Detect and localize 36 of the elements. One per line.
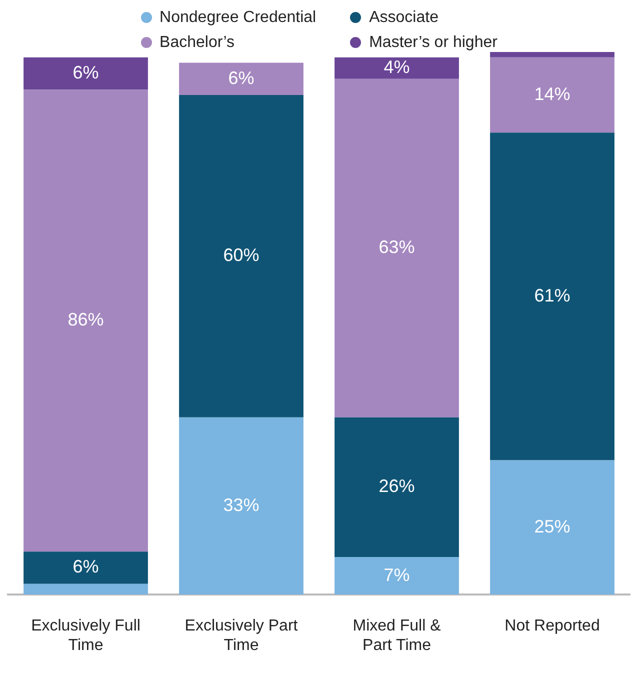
bar bbox=[179, 417, 304, 595]
x-tick-label: Mixed Full & Part Time bbox=[352, 618, 442, 654]
bar bbox=[334, 78, 459, 418]
data-label: 6% bbox=[72, 62, 99, 82]
data-label: 25% bbox=[534, 516, 570, 536]
bar bbox=[179, 62, 304, 95]
bar bbox=[490, 460, 614, 595]
bar bbox=[334, 57, 459, 79]
data-label: 6% bbox=[228, 68, 254, 88]
bar bbox=[334, 556, 459, 595]
bar bbox=[490, 57, 614, 133]
bar bbox=[24, 57, 148, 90]
legend-label: Bachelor’s bbox=[160, 34, 235, 52]
x-tick-label: Exclusively Full Time bbox=[31, 618, 140, 654]
bar bbox=[490, 52, 614, 58]
legend-label: Nondegree Credential bbox=[160, 8, 316, 26]
bar bbox=[24, 552, 148, 584]
x-tick-label: Not Reported bbox=[504, 618, 600, 635]
bar bbox=[24, 90, 148, 552]
data-label: 4% bbox=[384, 57, 410, 78]
data-label: 7% bbox=[384, 564, 410, 585]
data-label: 61% bbox=[534, 285, 570, 306]
data-label: 60% bbox=[223, 245, 260, 266]
bar bbox=[490, 132, 614, 460]
bar bbox=[334, 417, 459, 557]
legend-label: Master’s or higher bbox=[369, 34, 498, 52]
data-label: 86% bbox=[68, 310, 104, 330]
data-label: 6% bbox=[72, 556, 99, 577]
data-label: 63% bbox=[378, 237, 415, 258]
data-label: 26% bbox=[378, 476, 415, 496]
data-label: 33% bbox=[223, 494, 260, 515]
bar bbox=[24, 584, 148, 595]
data-label: 14% bbox=[534, 84, 570, 104]
legend-label: Associate bbox=[369, 8, 438, 26]
x-tick-label: Exclusively Part Time bbox=[184, 618, 298, 654]
bar bbox=[179, 94, 304, 418]
